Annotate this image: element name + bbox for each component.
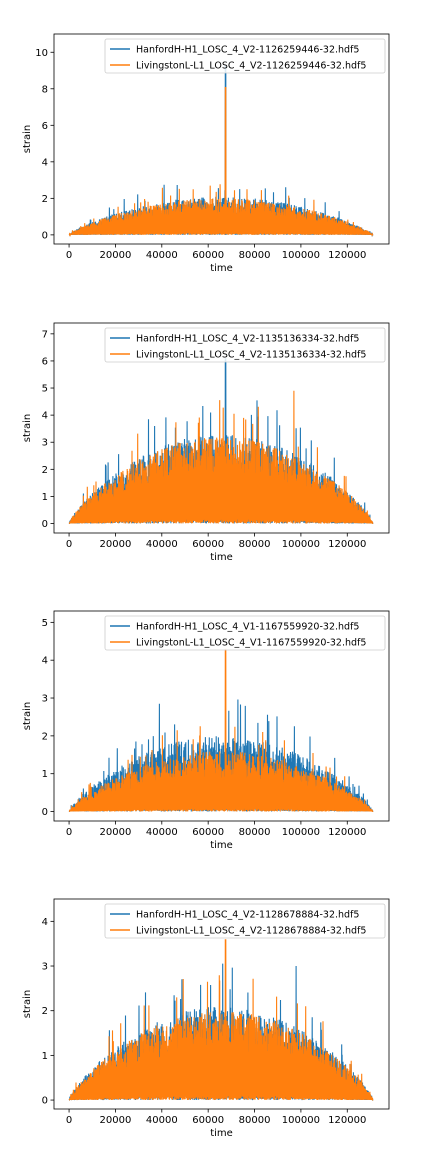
x-tick-label: 80000	[239, 1115, 271, 1126]
x-tick-label: 120000	[328, 827, 366, 838]
x-tick-label: 60000	[192, 827, 224, 838]
x-tick-label: 0	[66, 250, 72, 261]
y-tick-label: 4	[42, 656, 48, 667]
x-tick-label: 20000	[100, 250, 132, 261]
x-tick-label: 80000	[239, 539, 271, 550]
x-tick-label: 120000	[328, 1115, 366, 1126]
y-tick-label: 3	[42, 438, 48, 449]
y-tick-label: 6	[42, 356, 48, 367]
y-axis-label: strain	[22, 125, 33, 154]
x-tick-label: 100000	[282, 827, 320, 838]
y-axis-label: strain	[22, 702, 33, 731]
x-tick-label: 80000	[239, 827, 271, 838]
legend: HanfordH-H1_LOSC_4_V1-1167559920-32.hdf5…	[104, 615, 386, 651]
subplot-2: 0 20000 40000 60000 80000 100000 120000 0 1 2 3 4 5 6…	[22, 322, 390, 563]
series-line-livingston	[68, 86, 374, 237]
legend: HanfordH-H1_LOSC_4_V2-1135136334-32.hdf5…	[104, 327, 386, 363]
y-axis-label: strain	[22, 414, 33, 443]
x-tick-label: 0	[66, 827, 72, 838]
x-tick-label: 80000	[239, 250, 271, 261]
x-tick-label: 40000	[146, 827, 178, 838]
x-tick-label: 0	[66, 1115, 72, 1126]
axes-frame	[53, 610, 390, 822]
y-tick-label: 3	[42, 694, 48, 705]
y-tick-label: 1	[42, 1051, 48, 1062]
legend: HanfordH-H1_LOSC_4_V2-1128678884-32.hdf5…	[104, 903, 386, 939]
y-tick-label: 3	[42, 962, 48, 973]
legend-box	[104, 38, 386, 74]
y-tick-label: 1	[42, 769, 48, 780]
legend-entry: HanfordH-H1_LOSC_4_V2-1126259446-32.hdf5	[136, 45, 359, 56]
subplot-3: 0 20000 40000 60000 80000 100000 120000 0 1 2 3 4 5 t…	[22, 610, 390, 851]
subplot-4: 0 20000 40000 60000 80000 100000 120000 0 1 2 3 4 ti…	[22, 898, 390, 1139]
x-tick-label: 60000	[192, 250, 224, 261]
series-line-livingston	[68, 939, 374, 1101]
x-tick-label: 100000	[282, 1115, 320, 1126]
x-tick-label: 0	[66, 539, 72, 550]
y-tick-label: 1	[42, 492, 48, 503]
x-axis-label: time	[210, 1128, 233, 1139]
series-line-livingston	[68, 648, 374, 813]
x-tick-label: 120000	[328, 539, 366, 550]
y-tick-label: 0	[42, 519, 48, 530]
y-tick-label: 0	[42, 230, 48, 241]
x-axis-label: time	[210, 263, 233, 274]
x-tick-label: 40000	[146, 1115, 178, 1126]
legend-entry: LivingstonL-L1_LOSC_4_V2-1126259446-32.h…	[136, 61, 366, 72]
y-tick-label: 10	[35, 48, 48, 59]
legend-entry: LivingstonL-L1_LOSC_4_V2-1135136334-32.h…	[136, 350, 366, 361]
x-tick-label: 40000	[146, 250, 178, 261]
y-tick-label: 4	[42, 917, 48, 928]
x-tick-label: 60000	[192, 1115, 224, 1126]
legend-entry: HanfordH-H1_LOSC_4_V2-1128678884-32.hdf5	[136, 910, 359, 921]
y-axis-label: strain	[22, 990, 33, 1019]
axes-frame	[53, 898, 390, 1110]
legend-box	[104, 615, 386, 651]
axes-frame	[53, 322, 390, 534]
legend: HanfordH-H1_LOSC_4_V2-1126259446-32.hdf5…	[104, 38, 386, 74]
subplot-1: 0 20000 40000 60000 80000 100000 120000 0 2 4 6 8 10…	[22, 33, 390, 274]
x-tick-label: 60000	[192, 539, 224, 550]
y-tick-label: 0	[42, 1096, 48, 1107]
x-tick-label: 100000	[282, 539, 320, 550]
y-tick-label: 8	[42, 84, 48, 95]
axes-frame	[53, 33, 390, 245]
y-tick-label: 2	[42, 465, 48, 476]
y-tick-label: 5	[42, 618, 48, 629]
y-tick-label: 4	[42, 157, 48, 168]
x-tick-label: 20000	[100, 827, 132, 838]
y-tick-label: 2	[42, 731, 48, 742]
legend-box	[104, 327, 386, 363]
x-axis-label: time	[210, 552, 233, 563]
y-tick-label: 7	[42, 329, 48, 340]
legend-entry: LivingstonL-L1_LOSC_4_V2-1128678884-32.h…	[136, 926, 366, 937]
y-tick-label: 0	[42, 807, 48, 818]
x-tick-label: 20000	[100, 539, 132, 550]
x-tick-label: 120000	[328, 250, 366, 261]
x-tick-label: 100000	[282, 250, 320, 261]
x-tick-label: 40000	[146, 539, 178, 550]
y-tick-label: 2	[42, 1006, 48, 1017]
y-tick-label: 5	[42, 384, 48, 395]
x-axis-label: time	[210, 840, 233, 851]
y-tick-label: 2	[42, 194, 48, 205]
legend-entry: HanfordH-H1_LOSC_4_V2-1135136334-32.hdf5	[136, 334, 359, 345]
legend-box	[104, 903, 386, 939]
series-line-livingston	[68, 390, 374, 525]
legend-entry: LivingstonL-L1_LOSC_4_V1-1167559920-32.h…	[136, 638, 366, 649]
legend-entry: HanfordH-H1_LOSC_4_V1-1167559920-32.hdf5	[136, 622, 359, 633]
y-tick-label: 6	[42, 121, 48, 132]
x-tick-label: 20000	[100, 1115, 132, 1126]
y-tick-label: 4	[42, 411, 48, 422]
